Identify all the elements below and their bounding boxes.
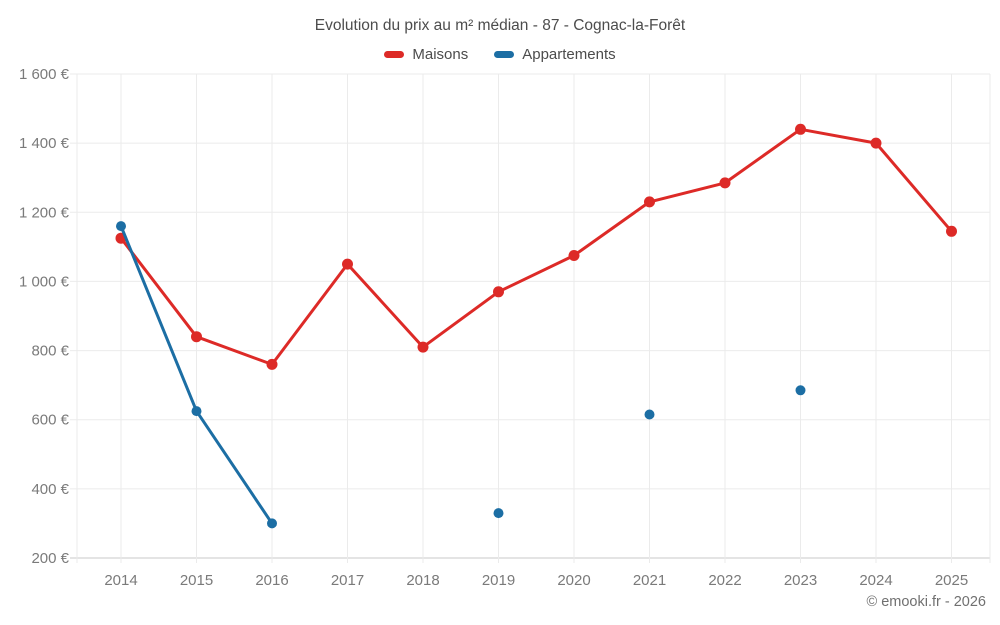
data-point-maisons-2024[interactable]: [870, 137, 882, 149]
x-tick-label: 2022: [708, 572, 741, 589]
data-point-maisons-2019[interactable]: [493, 286, 504, 298]
x-tick-label: 2015: [180, 572, 213, 589]
x-tick-label: 2017: [331, 572, 364, 589]
data-point-appartements-2016[interactable]: [267, 518, 277, 529]
x-tick-label: 2023: [784, 572, 817, 589]
legend-marker-appartements: [494, 50, 515, 58]
series-line-maisons: [119, 127, 953, 366]
y-tick-label: 1 400 €: [19, 135, 70, 152]
y-tick-label: 600 €: [31, 412, 69, 429]
data-point-maisons-2020[interactable]: [568, 250, 580, 261]
chart-footer-credit: © emooki.fr - 2026: [866, 594, 986, 610]
legend-label-maisons: Maisons: [412, 45, 469, 63]
y-tick-label: 1 000 €: [19, 273, 70, 290]
legend-marker-maisons: [384, 50, 405, 58]
data-point-maisons-2022[interactable]: [719, 177, 731, 189]
x-tick-label: 2014: [104, 572, 137, 589]
legend-label-appartements: Appartements: [522, 45, 616, 63]
x-tick-label: 2018: [406, 572, 439, 589]
x-tick-label: 2021: [633, 572, 666, 589]
data-point-maisons-2023[interactable]: [795, 123, 806, 135]
x-tick-label: 2019: [482, 572, 515, 589]
data-point-maisons-2025[interactable]: [946, 225, 957, 237]
y-tick-label: 400 €: [31, 481, 69, 498]
x-tick-label: 2024: [859, 572, 892, 589]
data-point-maisons-2018[interactable]: [417, 341, 429, 353]
data-point-maisons-2015[interactable]: [191, 331, 202, 343]
data-point-maisons-2017[interactable]: [342, 258, 353, 270]
y-tick-label: 800 €: [31, 343, 69, 360]
y-tick-label: 1 600 €: [19, 66, 70, 83]
chart-title: Evolution du prix au m² médian - 87 - Co…: [314, 17, 686, 34]
x-tick-label: 2020: [557, 572, 590, 589]
chart-legend: Maisons Appartements: [0, 44, 1000, 64]
legend-item-maisons: Maisons: [384, 46, 468, 63]
x-tick-label: 2016: [255, 572, 288, 589]
y-tick-label: 200 €: [31, 550, 69, 567]
x-tick-label: 2025: [935, 572, 968, 589]
data-point-maisons-2021[interactable]: [644, 196, 655, 208]
data-point-maisons-2016[interactable]: [266, 358, 278, 370]
data-point-appartements-2019[interactable]: [493, 508, 504, 519]
data-point-appartements-2023[interactable]: [795, 385, 806, 396]
y-tick-label: 1 200 €: [19, 204, 70, 221]
data-point-appartements-2021[interactable]: [644, 409, 655, 420]
data-point-appartements-2014[interactable]: [116, 221, 126, 232]
legend-item-appartements: Appartements: [494, 45, 616, 63]
data-point-appartements-2015[interactable]: [191, 406, 202, 417]
